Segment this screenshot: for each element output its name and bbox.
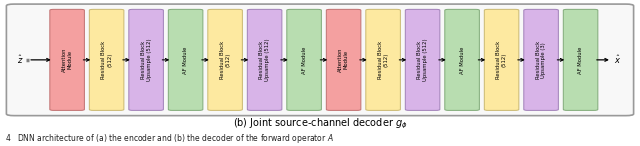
Text: Residual Block
(512): Residual Block (512) [220, 41, 230, 79]
Text: AF Module: AF Module [578, 46, 583, 74]
Text: 4   DNN architecture of (a) the encoder and (b) the decoder of the forward opera: 4 DNN architecture of (a) the encoder an… [5, 132, 334, 145]
Text: AF Module: AF Module [460, 46, 465, 74]
Text: AF Module: AF Module [183, 46, 188, 74]
Text: Residual Block
(512): Residual Block (512) [378, 41, 388, 79]
FancyBboxPatch shape [90, 9, 124, 110]
Text: Residual Block
Upsample (3): Residual Block Upsample (3) [536, 41, 547, 79]
Text: Residual Block
(512): Residual Block (512) [496, 41, 507, 79]
FancyBboxPatch shape [168, 9, 203, 110]
FancyBboxPatch shape [563, 9, 598, 110]
Text: $\hat{z}$: $\hat{z}$ [17, 54, 24, 66]
FancyBboxPatch shape [484, 9, 519, 110]
Text: $\hat{x}$: $\hat{x}$ [614, 54, 621, 66]
Text: Residual Block
(512): Residual Block (512) [101, 41, 112, 79]
FancyBboxPatch shape [366, 9, 401, 110]
FancyBboxPatch shape [524, 9, 558, 110]
Text: Attention
Module: Attention Module [61, 48, 72, 72]
Text: Residual Block
Upsample (512): Residual Block Upsample (512) [141, 39, 152, 81]
FancyBboxPatch shape [129, 9, 163, 110]
FancyBboxPatch shape [50, 9, 84, 110]
FancyBboxPatch shape [445, 9, 479, 110]
FancyBboxPatch shape [247, 9, 282, 110]
Text: AF Module: AF Module [301, 46, 307, 74]
Text: Residual Block
Upsample (512): Residual Block Upsample (512) [417, 39, 428, 81]
FancyBboxPatch shape [326, 9, 361, 110]
Text: Residual Block
Upsample (512): Residual Block Upsample (512) [259, 39, 270, 81]
FancyBboxPatch shape [287, 9, 321, 110]
FancyBboxPatch shape [6, 4, 634, 116]
FancyBboxPatch shape [208, 9, 243, 110]
Text: Attention
Module: Attention Module [338, 48, 349, 72]
Text: (b) Joint source-channel decoder $g_\phi$: (b) Joint source-channel decoder $g_\phi… [233, 117, 407, 131]
FancyBboxPatch shape [405, 9, 440, 110]
